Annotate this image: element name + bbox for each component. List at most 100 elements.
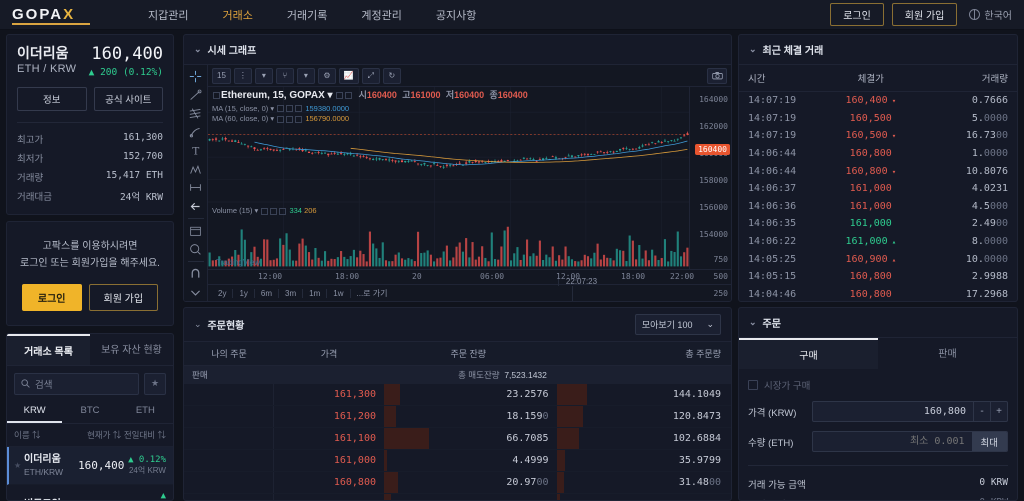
depth-select[interactable]: 모아보기 100 ⌄: [634, 314, 721, 335]
measure-icon[interactable]: [186, 179, 206, 197]
zoom-in-icon[interactable]: [186, 241, 206, 259]
orderbook-price[interactable]: 161,000: [333, 455, 376, 466]
orderbook-row[interactable]: 160,800 20.9700 31.4800: [184, 472, 731, 494]
max-quantity-button[interactable]: 최대: [971, 432, 1007, 451]
range-3m[interactable]: 3m: [279, 288, 304, 298]
volume-eye-icon[interactable]: [261, 207, 269, 215]
refresh-icon[interactable]: ↻: [382, 67, 401, 84]
text-tool-icon[interactable]: T: [186, 142, 206, 160]
col-price[interactable]: 현재가 ⇅: [86, 429, 122, 440]
tab-market-list[interactable]: 거래소 목록: [7, 333, 90, 365]
trendline-icon[interactable]: [186, 87, 206, 105]
orderbook-qty[interactable]: 66.7085: [384, 428, 557, 449]
search-input[interactable]: 검색: [14, 372, 139, 395]
collapse-toolbar-icon[interactable]: [186, 283, 206, 301]
more-intervals-button[interactable]: ⋮: [233, 67, 252, 84]
orderbook-total-cell[interactable]: 102.6884: [556, 428, 732, 449]
orderbook-qty[interactable]: 23.2576: [384, 384, 557, 405]
fib-retracement-icon[interactable]: [186, 105, 206, 123]
price-input[interactable]: [813, 402, 973, 421]
chevron-down-icon[interactable]: ⌄: [194, 319, 202, 329]
col-name[interactable]: 이름 ⇅: [14, 429, 41, 440]
nav-item-notice[interactable]: 공지사항: [435, 9, 477, 22]
pattern-icon[interactable]: [186, 161, 206, 179]
magnet-icon[interactable]: [186, 265, 206, 283]
range-1y[interactable]: 1y: [233, 288, 255, 298]
orderbook-row[interactable]: 161,200 18.1590 120.8473: [184, 406, 731, 428]
range-goto[interactable]: ...로 가기: [356, 288, 388, 298]
nav-item-exchange[interactable]: 거래소: [222, 9, 253, 22]
ticker-info-button[interactable]: 정보: [17, 86, 87, 111]
col-change[interactable]: 전일대비 ⇅: [123, 429, 166, 440]
ticker-site-button[interactable]: 공식 사이트: [93, 86, 163, 111]
currency-tab-btc[interactable]: BTC: [80, 404, 100, 416]
volume-settings-icon[interactable]: [270, 207, 278, 215]
chart-price-axis[interactable]: 164000 162000 160000 160400 158000 15600…: [689, 87, 731, 298]
orderbook-total-cell[interactable]: 35.9799: [556, 450, 732, 471]
language-selector[interactable]: 한국어: [969, 7, 1012, 22]
tab-my-assets[interactable]: 보유 자산 현황: [101, 344, 162, 356]
chevron-down-icon[interactable]: ⌄: [749, 317, 757, 327]
fullscreen-icon[interactable]: ⤢: [361, 67, 380, 84]
chart-plot[interactable]: Ethereum, 15, GOPAX ▾ 시160400 고161000 저1…: [208, 87, 689, 269]
orderbook-row[interactable]: 161,100 66.7085 102.6884: [184, 428, 731, 450]
chart-foot-btn-2[interactable]: [572, 295, 589, 301]
nav-item-wallet[interactable]: 지갑관리: [148, 9, 189, 22]
prompt-signup-button[interactable]: 회원 가입: [88, 283, 159, 311]
gopax-logo[interactable]: GOPAX: [12, 6, 102, 25]
chart-type-button[interactable]: ⑂: [275, 67, 294, 84]
calendar-icon[interactable]: [186, 222, 206, 240]
arrow-left-icon[interactable]: [186, 198, 206, 216]
currency-tab-eth[interactable]: ETH: [135, 404, 155, 416]
range-6m[interactable]: 6m: [255, 288, 280, 298]
range-2y[interactable]: 2y: [212, 288, 234, 298]
crosshair-icon[interactable]: [186, 68, 206, 86]
quantity-input[interactable]: [813, 432, 972, 451]
orderbook-row[interactable]: 161,000 4.4999 35.9799: [184, 450, 731, 472]
currency-tab-krw[interactable]: KRW: [7, 400, 63, 423]
tab-buy[interactable]: 구매: [739, 338, 878, 369]
price-increment-button[interactable]: +: [990, 402, 1007, 421]
orderbook-price[interactable]: 161,100: [333, 433, 376, 444]
orderbook-price[interactable]: 160,800: [333, 477, 376, 488]
list-item[interactable]: ★비트코인BTC/KRW4,320,000▲ 1.05%22억 KRW: [7, 485, 173, 500]
range-1w[interactable]: 1w: [327, 288, 351, 298]
range-1m[interactable]: 1m: [303, 288, 328, 298]
orderbook-qty[interactable]: 4.4999: [384, 450, 557, 471]
nav-item-account[interactable]: 계정관리: [361, 9, 402, 22]
camera-icon[interactable]: [707, 67, 727, 84]
orderbook-price[interactable]: 160,700: [274, 494, 384, 500]
list-item[interactable]: ★ 이더리움 ETH/KRW 160,400 ▲ 0.12% 24억 KRW: [7, 446, 173, 486]
price-field[interactable]: - +: [812, 401, 1008, 422]
tab-sell[interactable]: 판매: [938, 349, 957, 360]
interval-button[interactable]: 15: [212, 67, 231, 84]
chart-foot-btn-1[interactable]: [572, 286, 589, 295]
orderbook-total-cell[interactable]: 144.1049: [556, 384, 732, 405]
chevron-down-icon[interactable]: ⌄: [194, 44, 202, 54]
orderbook-qty[interactable]: 10.5100: [384, 494, 557, 500]
header-login-button[interactable]: 로그인: [830, 3, 884, 26]
orderbook-total-cell[interactable]: 120.8473: [556, 406, 732, 427]
favorites-star-icon[interactable]: ★: [144, 372, 166, 395]
indicators-icon[interactable]: 📈: [338, 67, 359, 84]
settings-gear-icon[interactable]: ⚙: [317, 67, 336, 84]
orderbook-price[interactable]: 161,300: [333, 389, 376, 400]
orderbook-total-cell[interactable]: 10.5100: [556, 494, 732, 500]
orderbook-price[interactable]: 161,200: [333, 411, 376, 422]
orderbook-total-cell[interactable]: 31.4800: [556, 472, 732, 493]
market-order-checkbox[interactable]: 시장가 구매: [748, 378, 1008, 392]
price-decrement-button[interactable]: -: [973, 402, 990, 421]
interval-dropdown-icon[interactable]: ▾: [254, 67, 273, 84]
chart-time-axis[interactable]: 12:00 18:00 20 06:00 12:00 18:00 22:00: [208, 269, 731, 284]
orderbook-qty[interactable]: 20.9700: [384, 472, 557, 493]
favorite-star-icon[interactable]: ★: [14, 460, 22, 470]
chevron-down-icon[interactable]: ⌄: [749, 44, 757, 54]
nav-item-history[interactable]: 거래기록: [286, 9, 328, 22]
chart-type-dropdown-icon[interactable]: ▾: [296, 67, 315, 84]
orderbook-row[interactable]: 160,700 10.5100 10.5100: [184, 494, 732, 500]
brush-icon[interactable]: [186, 124, 206, 142]
quantity-field[interactable]: 최대: [812, 431, 1008, 452]
orderbook-row[interactable]: 161,300 23.2576 144.1049: [184, 384, 731, 406]
volume-close-icon[interactable]: [279, 207, 287, 215]
header-signup-button[interactable]: 회원 가입: [891, 3, 958, 26]
